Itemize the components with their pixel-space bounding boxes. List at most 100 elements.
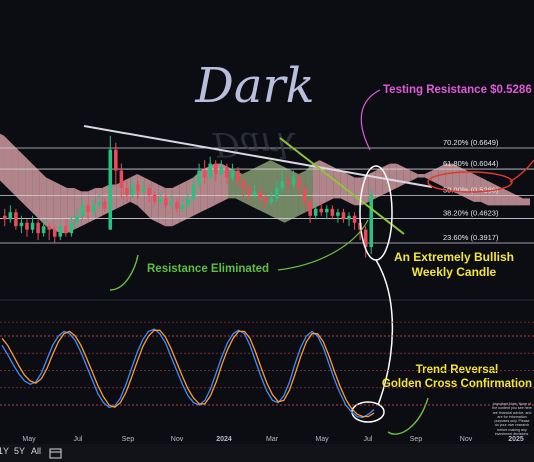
cloud-segment [326,163,334,202]
candle-body [313,208,318,216]
cloud-segment [508,191,516,206]
x-tick-label: Jul [364,436,373,443]
candle-body [269,198,274,202]
timeframe-1y[interactable]: 1Y [0,446,10,456]
cloud-segment [305,163,313,213]
cloud-segment [144,177,152,220]
candle-body [19,222,24,227]
cloud-segment [137,174,145,213]
cloud-segment [340,170,348,202]
annotation-trend-reversal: Trend Reversal [416,364,498,376]
cloud-segment [18,149,26,206]
candle-body [186,198,190,206]
candle-body [341,212,346,220]
cloud-segment [263,160,271,216]
connector-arrow [375,259,394,406]
x-tick-label: May [22,436,36,443]
candle-body [41,226,46,234]
calendar-icon[interactable] [49,447,63,459]
candle-body [125,187,129,195]
resistance-arrow [509,159,534,183]
candle-body [286,180,290,185]
candle-body [363,229,368,248]
timeframe-bar: 1Y 5Y All [0,444,534,462]
candle-body [152,194,157,202]
cloud-segment [53,180,61,234]
cloud-segment [347,174,355,206]
cloud-segment [319,160,327,206]
cloud-segment [312,160,320,209]
fib-label: 38.20% (0.4623) [443,208,499,217]
candle-body [136,184,140,192]
candle-body [208,163,212,178]
candle-body [291,177,296,185]
cloud-segment [11,142,19,199]
cloud-segment [522,198,530,206]
candle-body [114,149,118,171]
candle-body [75,215,79,223]
cloud-segment [438,163,446,188]
cloud-segment [396,163,404,188]
x-tick-label: Jul [74,436,83,443]
candle-body [263,198,268,202]
candle-body [58,226,63,237]
candle-body [47,226,51,230]
chart-title-reflection: Dark [212,124,297,164]
cloud-segment [452,163,460,195]
candle-body [236,170,240,181]
candle-body [30,222,35,230]
cloud-segment [403,167,411,185]
candle-body [158,198,163,202]
candle-body [14,212,18,227]
candle-body [97,201,101,206]
candle-body [2,215,7,220]
cloud-segment [4,135,12,192]
cloud-segment [200,167,208,213]
cloud-segment [67,187,75,234]
candle-body [336,212,340,216]
disclaimer-text: Important Note: None of the content you … [492,402,532,437]
candle-body [80,205,85,216]
checkmark-stroke [109,254,139,291]
oscillator-series [1,328,375,419]
resistance-circle [427,171,513,193]
candle-body [164,198,168,206]
cloud-segment [25,156,33,213]
cloud-segment [32,163,40,220]
oscillator-lines [1,328,375,419]
candle-body [8,212,13,220]
cloud-segment [417,174,425,178]
x-tick-label: Sep [122,436,135,443]
cloud-segment [102,184,110,216]
candles [2,135,374,258]
timeframe-all[interactable]: All [31,446,42,456]
cloud-segment [39,170,47,227]
fib-label: 23.60% (0.3917) [443,233,499,242]
annotation-golden-cross: Golden Cross Confirmation [382,378,532,390]
candle-body [64,226,68,234]
descending-resistance-line [83,125,433,188]
candle-body [175,201,179,209]
timeframe-5y[interactable]: 5Y [14,446,26,456]
candle-body [213,163,218,175]
candle-body [347,215,351,220]
candle-body [369,194,374,248]
x-tick-label: 2024 [216,436,232,443]
candle-body [119,170,124,188]
annotation-testing-resistance: Testing Resistance $0.5286 [383,84,532,96]
candle-body [325,208,329,213]
candle-body [202,170,207,178]
cloud-segment [410,170,418,181]
candle-body [241,180,246,188]
cloud-segment [375,167,383,199]
fib-label: 61.80% (0.6044) [443,159,499,168]
x-tick-label: May [315,436,329,443]
annotation-resistance-eliminated: Resistance Eliminated [147,263,269,275]
candle-body [141,187,146,192]
candle-body [297,177,301,188]
x-axis: May Jul Sep Nov 2024 Mar May Jul Sep Nov 2025 [22,436,524,443]
candle-body [280,180,285,188]
candle-body [52,229,57,237]
